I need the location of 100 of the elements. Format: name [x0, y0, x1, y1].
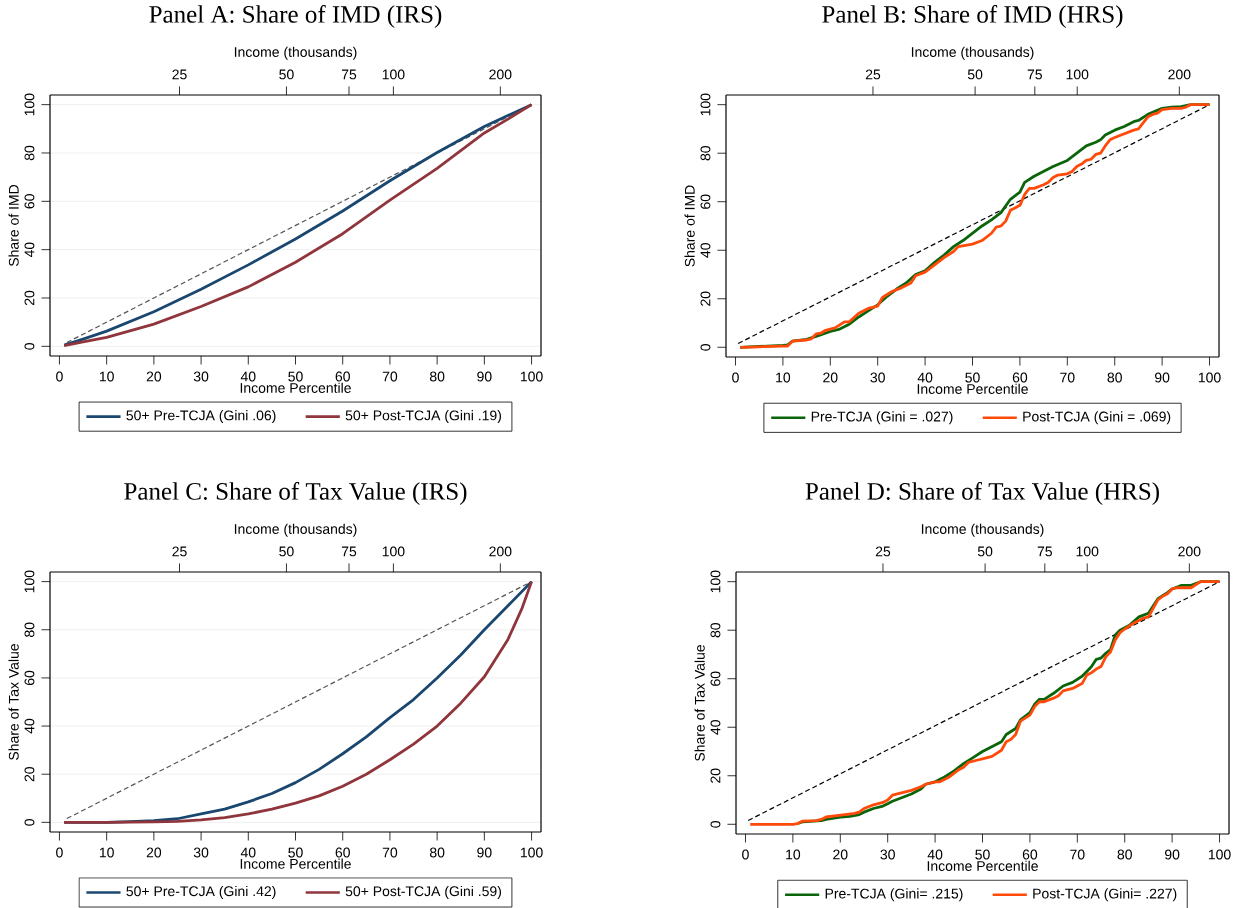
x-tick-label: 90: [477, 847, 492, 858]
x2-tick-label: 25: [865, 69, 881, 80]
x-tick-label: 80: [1117, 849, 1132, 860]
x2-tick-label: 75: [341, 69, 357, 80]
legend-label: 50+ Post-TCJA (Gini .19): [345, 410, 502, 424]
x-tick-label: 80: [429, 847, 445, 858]
x2-axis-title: Income (thousands): [911, 46, 1034, 60]
y-tick-label: 60: [700, 194, 711, 209]
x2-tick-label: 100: [382, 69, 405, 80]
x2-tick-label: 25: [172, 69, 187, 80]
x2-tick-label: 200: [489, 546, 512, 557]
x-tick-label: 40: [917, 372, 933, 383]
y-tick-label: 60: [24, 194, 35, 209]
x2-tick-label: 200: [1178, 546, 1201, 557]
x-tick-label: 100: [520, 371, 543, 382]
y-axis-title: Share of IMD: [8, 184, 19, 267]
legend-label: 50+ Pre-TCJA (Gini .06): [126, 410, 276, 424]
x-tick-label: 10: [776, 372, 791, 383]
x-tick-label: 0: [56, 847, 63, 858]
y-tick-label: 80: [24, 145, 35, 161]
x-tick-label: 100: [1208, 849, 1231, 860]
legend-label: 50+ Pre-TCJA (Gini .42): [126, 885, 276, 899]
x-tick-label: 10: [99, 847, 114, 858]
x-axis-title: Income Percentile: [927, 860, 1038, 871]
legend-label: Pre-TCJA (Gini= .215): [825, 888, 963, 902]
x-tick-label: 100: [1198, 372, 1221, 383]
x2-tick-label: 25: [875, 546, 891, 557]
x-axis-title: Income Percentile: [240, 858, 351, 869]
y-tick-label: 80: [700, 145, 711, 161]
x-tick-label: 60: [1012, 372, 1028, 383]
x-tick-label: 20: [146, 847, 162, 858]
x-tick-label: 40: [240, 371, 256, 382]
x-tick-label: 40: [927, 849, 943, 860]
y-axis-title: Share of IMD: [684, 185, 695, 267]
legend-label: Pre-TCJA (Gini = .027): [811, 411, 953, 425]
x2-axis-title: Income (thousands): [234, 46, 357, 60]
x-tick-label: 90: [1165, 849, 1180, 860]
x-tick-label: 80: [429, 371, 445, 382]
y-tick-label: 80: [24, 622, 35, 637]
y-tick-label: 20: [710, 768, 721, 783]
x-tick-label: 60: [335, 371, 350, 382]
x-tick-label: 70: [382, 847, 398, 858]
x-tick-label: 60: [335, 847, 350, 858]
y-tick-label: 100: [710, 570, 721, 593]
x2-axis-title: Income (thousands): [921, 523, 1044, 537]
x-tick-label: 70: [1060, 372, 1075, 383]
y-tick-label: 40: [24, 718, 35, 734]
chart-title: Panel C: Share of Tax Value (IRS): [124, 482, 467, 505]
x-tick-label: 0: [56, 371, 63, 382]
y-tick-label: 40: [24, 242, 35, 258]
x-tick-label: 20: [823, 372, 838, 383]
x-tick-label: 30: [880, 849, 895, 860]
x2-tick-label: 50: [977, 546, 993, 557]
y-axis-title: Share of Tax Value: [8, 644, 19, 760]
x2-tick-label: 100: [382, 546, 405, 557]
chart-title: Panel B: Share of IMD (HRS): [822, 5, 1123, 28]
x2-tick-label: 50: [967, 69, 983, 80]
x-tick-label: 30: [193, 371, 209, 382]
legend-label: Post-TCJA (Gini= .227): [1033, 888, 1177, 902]
x-axis-title: Income Percentile: [917, 383, 1028, 394]
x2-tick-label: 100: [1066, 69, 1089, 80]
x2-tick-label: 75: [1037, 546, 1052, 557]
y-axis-title: Share of Tax Value: [694, 645, 705, 761]
x-axis-title: Income Percentile: [240, 382, 351, 393]
x-tick-label: 0: [742, 849, 749, 860]
legend-label: Post-TCJA (Gini = .069): [1023, 411, 1171, 425]
x-tick-label: 0: [732, 372, 739, 383]
x-tick-label: 20: [833, 849, 848, 860]
x-tick-label: 30: [193, 847, 209, 858]
x-tick-label: 10: [99, 371, 114, 382]
y-tick-label: 20: [24, 766, 35, 782]
chart-title: Panel D: Share of Tax Value (HRS): [805, 482, 1159, 505]
x-tick-label: 80: [1107, 372, 1122, 383]
x2-tick-label: 200: [1168, 69, 1191, 80]
x2-tick-label: 50: [279, 546, 294, 557]
y-tick-label: 100: [24, 93, 35, 116]
y-tick-label: 0: [24, 819, 35, 826]
x-tick-label: 10: [786, 849, 801, 860]
y-tick-label: 80: [710, 622, 721, 638]
y-tick-label: 40: [710, 720, 721, 735]
x2-tick-label: 200: [489, 69, 512, 80]
legend-label: 50+ Post-TCJA (Gini .59): [345, 885, 502, 899]
y-tick-label: 40: [700, 243, 711, 258]
y-tick-label: 0: [700, 343, 711, 351]
y-tick-label: 60: [24, 670, 35, 685]
x-tick-label: 50: [965, 372, 980, 383]
y-tick-label: 0: [710, 820, 721, 828]
x-tick-label: 30: [870, 372, 885, 383]
y-tick-label: 100: [24, 570, 35, 593]
x-tick-label: 50: [975, 849, 990, 860]
x-tick-label: 90: [477, 371, 492, 382]
x-tick-label: 70: [1070, 849, 1085, 860]
x2-tick-label: 50: [279, 69, 294, 80]
x2-tick-label: 100: [1076, 546, 1099, 557]
y-tick-label: 0: [24, 342, 35, 350]
y-tick-label: 60: [710, 671, 721, 686]
y-tick-label: 20: [24, 290, 35, 306]
x-tick-label: 20: [146, 371, 162, 382]
x-tick-label: 100: [520, 847, 543, 858]
x-tick-label: 50: [288, 847, 303, 858]
